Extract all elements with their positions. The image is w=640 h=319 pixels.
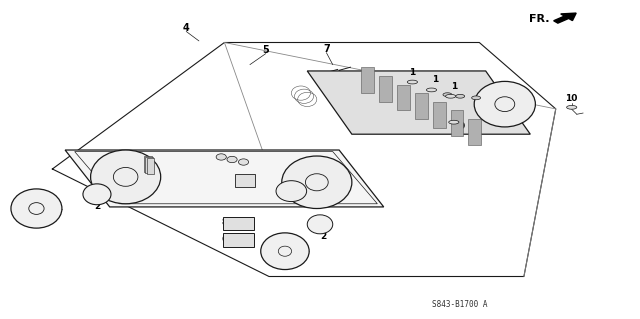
Text: 10: 10 [566,93,578,103]
FancyArrow shape [554,13,576,23]
Ellipse shape [474,81,536,127]
Ellipse shape [260,233,309,270]
Text: 6: 6 [221,235,228,244]
Ellipse shape [11,189,62,228]
FancyBboxPatch shape [451,110,463,136]
Ellipse shape [83,184,111,205]
Ellipse shape [407,80,417,84]
Text: 7: 7 [323,44,330,55]
Text: FR.: FR. [529,14,549,24]
FancyBboxPatch shape [223,234,254,247]
Ellipse shape [426,88,436,92]
Text: 1: 1 [409,68,415,77]
Text: 5: 5 [262,45,269,56]
Text: 4: 4 [183,23,189,33]
Ellipse shape [239,159,248,165]
FancyBboxPatch shape [397,85,410,110]
Text: 9: 9 [459,122,465,131]
Ellipse shape [566,105,577,109]
FancyBboxPatch shape [145,157,153,173]
Text: 2: 2 [94,202,100,211]
Ellipse shape [282,156,352,209]
Text: 8: 8 [221,218,228,226]
Ellipse shape [227,156,237,163]
FancyBboxPatch shape [223,217,254,230]
FancyBboxPatch shape [144,156,152,172]
Text: 3: 3 [38,220,44,229]
Polygon shape [65,150,384,207]
FancyBboxPatch shape [147,158,154,174]
Ellipse shape [472,96,481,100]
Text: 2: 2 [320,232,326,241]
Text: 1: 1 [451,82,457,91]
Ellipse shape [276,181,307,202]
Ellipse shape [307,215,333,234]
Ellipse shape [456,94,465,98]
Ellipse shape [445,94,456,98]
Polygon shape [307,71,531,134]
FancyBboxPatch shape [380,76,392,102]
Text: 3: 3 [286,259,292,268]
FancyBboxPatch shape [235,174,255,187]
FancyBboxPatch shape [468,119,481,145]
FancyBboxPatch shape [362,68,374,93]
Ellipse shape [91,150,161,204]
Text: 1: 1 [431,75,438,84]
Ellipse shape [443,93,452,97]
Ellipse shape [216,154,227,160]
Text: S843-B1700 A: S843-B1700 A [433,300,488,309]
Ellipse shape [449,120,459,124]
FancyBboxPatch shape [415,93,428,119]
FancyBboxPatch shape [433,102,445,128]
